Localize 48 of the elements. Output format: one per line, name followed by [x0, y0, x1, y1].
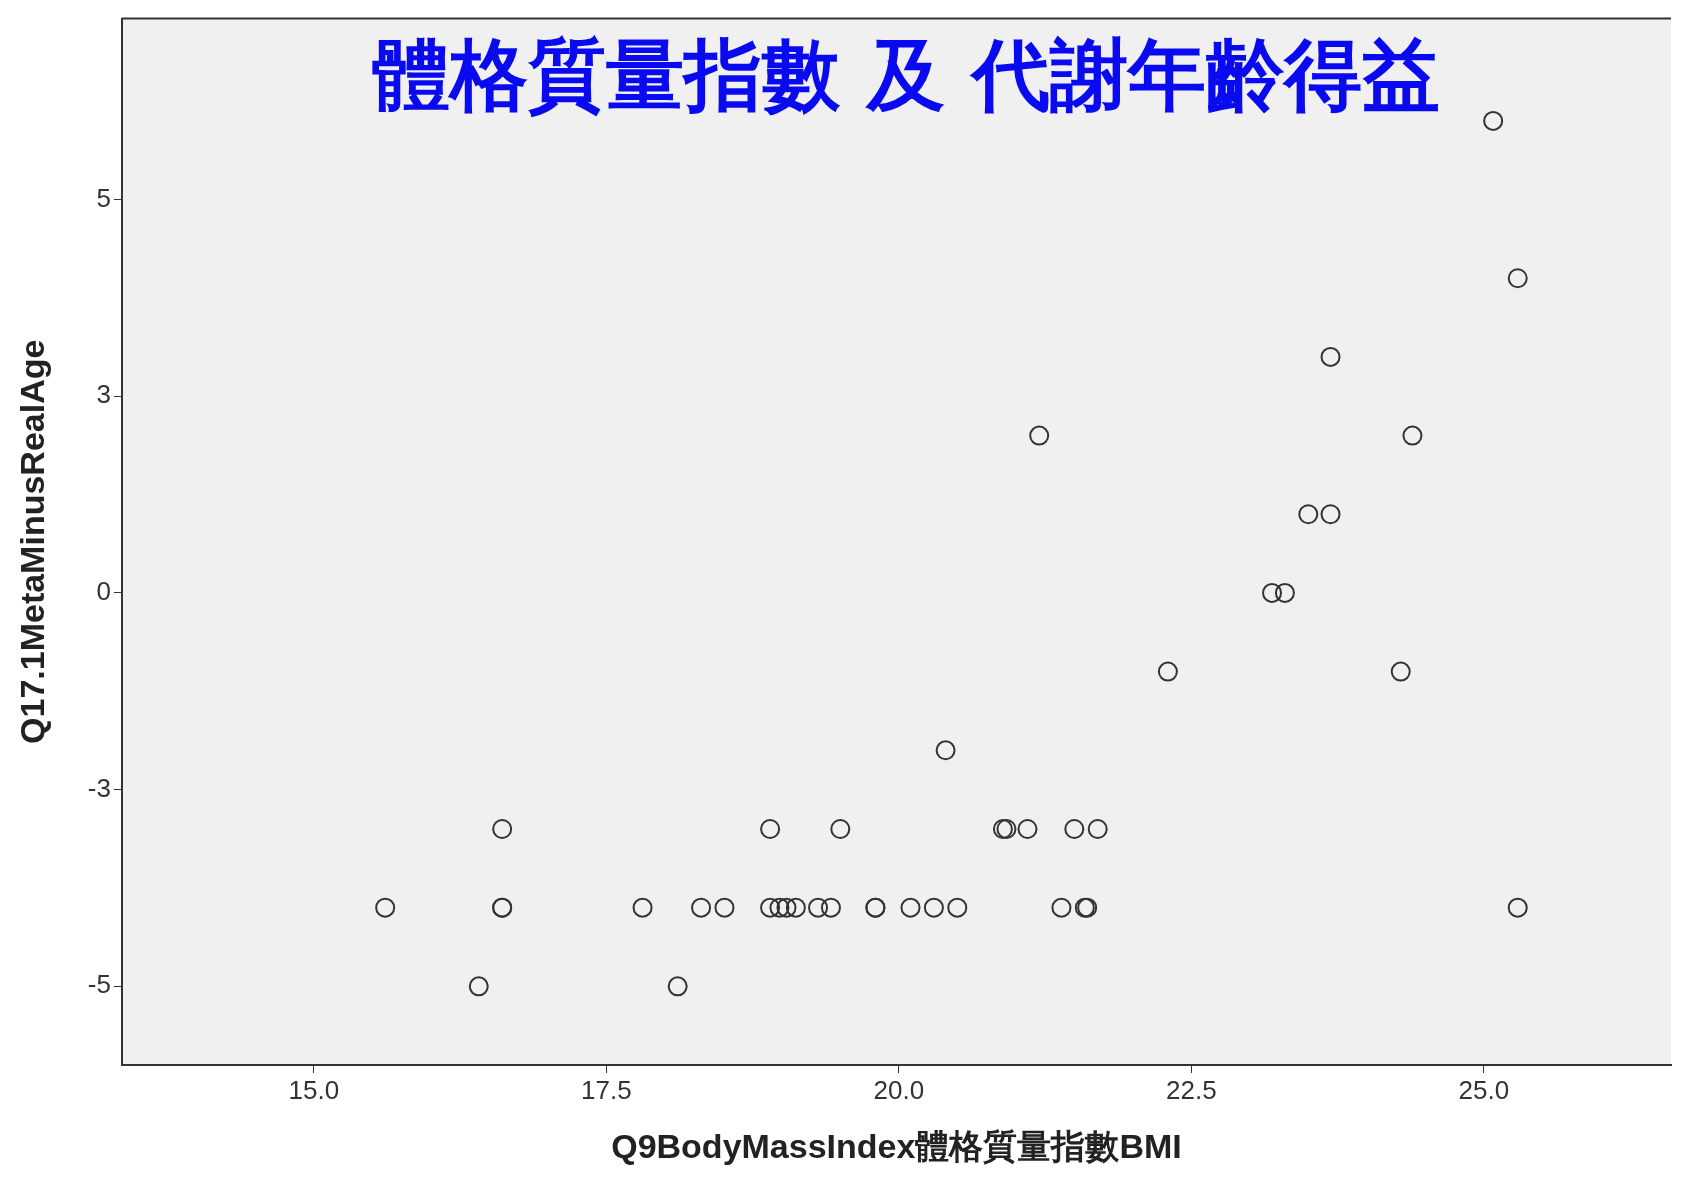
x-tick-label: 17.5	[580, 1074, 632, 1105]
y-axis-title: Q17.1MetaMinusRealAge	[12, 339, 51, 744]
point	[760, 818, 781, 839]
point	[375, 897, 396, 918]
point	[1017, 818, 1038, 839]
point	[820, 897, 841, 918]
point	[785, 897, 806, 918]
point	[1390, 661, 1411, 682]
point	[1298, 504, 1319, 525]
x-axis-title: Q9BodyMassIndex體格質量指數BMI	[611, 1126, 1182, 1165]
x-tick-label: 25.0	[1458, 1074, 1510, 1105]
y-tick-label: 3	[96, 379, 111, 410]
point	[667, 976, 688, 997]
point	[769, 897, 790, 918]
chart-title: 體格質量指數 及 代謝年齡得益	[372, 29, 1441, 122]
point	[1051, 897, 1072, 918]
y-tick-label: 0	[96, 576, 111, 607]
point	[1483, 110, 1504, 131]
point	[1402, 425, 1423, 446]
point	[830, 818, 851, 839]
point	[1157, 661, 1178, 682]
point	[947, 897, 968, 918]
x-tick-label: 20.0	[873, 1074, 925, 1105]
point	[1064, 818, 1085, 839]
point	[492, 818, 513, 839]
x-tick-label: 15.0	[288, 1074, 340, 1105]
point	[923, 897, 944, 918]
point	[632, 897, 653, 918]
y-tick-label: -3	[87, 772, 111, 803]
y-tick-label: -5	[87, 969, 111, 1000]
point	[714, 897, 735, 918]
point	[1507, 897, 1528, 918]
y-tick-label: 5	[96, 182, 111, 213]
point	[900, 897, 921, 918]
point	[1262, 582, 1283, 603]
x-tick-label: 22.5	[1165, 1074, 1217, 1105]
point	[1507, 268, 1528, 289]
point	[760, 897, 781, 918]
point	[1320, 504, 1341, 525]
point	[776, 897, 797, 918]
point	[1274, 582, 1295, 603]
point	[1087, 818, 1108, 839]
point	[468, 976, 489, 997]
point	[691, 897, 712, 918]
point	[808, 897, 829, 918]
point	[1029, 425, 1050, 446]
point	[935, 740, 956, 761]
point	[1320, 346, 1341, 367]
